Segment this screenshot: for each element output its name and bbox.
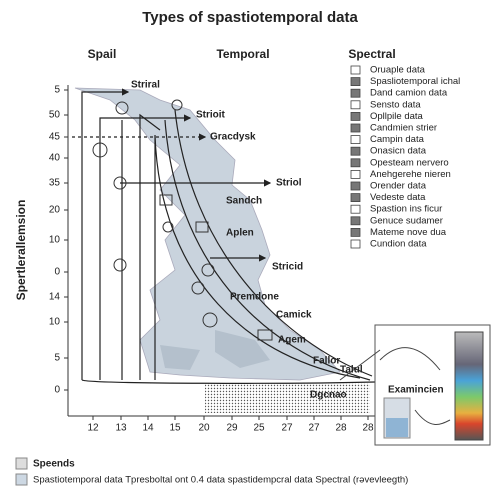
legend-label: Genuce sudamer <box>370 215 443 226</box>
annotation: Gracdysk <box>210 132 256 143</box>
legend-icon <box>350 181 361 191</box>
map-region <box>215 330 270 368</box>
legend-label: Anehgerehe nieren <box>370 169 451 180</box>
annotation: Aplen <box>226 228 254 239</box>
legend-icon <box>350 227 361 237</box>
y-axis-label: Spertlerallemsion <box>14 200 28 301</box>
legend-label: Opesteam nervero <box>370 157 449 168</box>
y-tick-label: 50 <box>49 110 61 121</box>
legend-icon <box>350 77 361 86</box>
legend-label: Opllpile data <box>370 111 424 122</box>
title: Types of spastiotemporal data <box>142 9 358 26</box>
y-tick-label: 0 <box>54 267 60 278</box>
legend-icon <box>350 158 361 168</box>
annotation: Camick <box>276 310 312 321</box>
footer-caption: Spastiotemporal data Tpresboltal ont 0.4… <box>33 475 408 486</box>
legend-icon <box>350 193 361 203</box>
legend-icon <box>350 88 361 98</box>
y-tick-label: 35 <box>49 178 61 189</box>
annotation: Talul <box>340 365 363 376</box>
y-tick-label: 5 <box>54 353 60 364</box>
legend-label: Oruaple data <box>370 65 426 76</box>
x-tick-label: 28 <box>362 423 374 434</box>
annotation: Examincien <box>388 385 444 396</box>
y-tick-label: 10 <box>49 235 61 246</box>
legend-label: Spastion ins ficur <box>370 204 442 215</box>
map-region <box>160 345 200 370</box>
legend-icon <box>350 123 361 133</box>
y-tick-label: 0 <box>54 385 60 396</box>
icons <box>92 99 273 341</box>
column-header: Spail <box>88 47 117 61</box>
annotation: Stricid <box>272 262 303 273</box>
legend-icon <box>350 169 361 179</box>
legend-label: Sensto data <box>370 99 421 110</box>
legend-icon <box>350 65 361 75</box>
legend-icon <box>350 146 361 156</box>
legend-icon <box>350 100 361 110</box>
column-header: Spectral <box>348 47 395 61</box>
legend-label: Vedeste data <box>370 192 426 203</box>
annotation: Striol <box>276 178 302 189</box>
legend-label: Dand camion data <box>370 88 448 99</box>
swatch <box>15 473 28 486</box>
annotation: Dgcnao <box>310 390 347 401</box>
x-tick-label: 13 <box>115 423 127 434</box>
annotation: Sandch <box>226 196 262 207</box>
y-tick-label: 20 <box>49 205 61 216</box>
legend-icon <box>350 239 361 249</box>
x-tick-label: 14 <box>142 423 154 434</box>
legend-label: Campin data <box>370 134 425 145</box>
y-tick-label: 10 <box>49 317 61 328</box>
x-tick-label: 28 <box>335 423 347 434</box>
x-tick-label: 25 <box>253 423 265 434</box>
swatch <box>15 457 28 470</box>
curves <box>72 88 376 384</box>
annotation: Striral <box>131 80 160 91</box>
column-header: Temporal <box>216 47 269 61</box>
x-tick-label: 27 <box>281 423 293 434</box>
legend-label: Onasicn data <box>370 146 427 157</box>
x-tick-label: 12 <box>87 423 99 434</box>
x-tick-label: 15 <box>169 423 181 434</box>
legend-label: Orender data <box>370 181 427 192</box>
y-tick-label: 14 <box>49 292 61 303</box>
legend-label: Mateme nove dua <box>370 227 447 238</box>
x-tick-label: 27 <box>308 423 320 434</box>
legend-label: Candmien strier <box>370 123 437 134</box>
legend-icon <box>350 135 361 145</box>
x-tick-label: 29 <box>226 423 238 434</box>
y-tick-label: 5 <box>54 85 60 96</box>
annotation: Strioit <box>196 110 226 121</box>
legend-icon <box>350 216 361 226</box>
footer-heading: Speends <box>33 459 75 470</box>
legend-label: Cundion data <box>370 239 427 250</box>
y-tick-label: 45 <box>49 132 61 143</box>
hatched-region <box>205 383 370 413</box>
y-tick-label: 40 <box>49 153 61 164</box>
legend-icon <box>350 112 361 121</box>
map-region <box>74 87 341 381</box>
annotation: Premdone <box>230 292 279 303</box>
annotation: Agem <box>278 335 306 346</box>
annotation: Fallor <box>313 356 340 367</box>
x-tick-label: 20 <box>198 423 210 434</box>
legend-label: Spasliotemporal ichal <box>370 76 460 87</box>
inset <box>339 324 491 446</box>
legend-icon <box>350 204 361 214</box>
